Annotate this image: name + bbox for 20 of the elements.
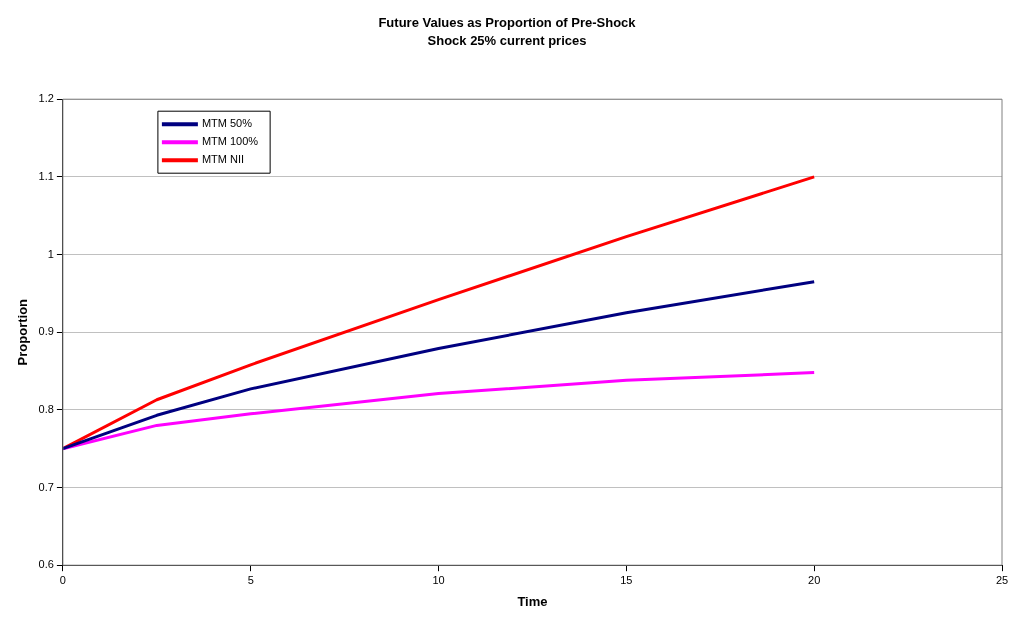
- y-tick-label: 0.8: [38, 402, 54, 415]
- x-tick-label: 15: [620, 573, 633, 586]
- legend-label: MTM 50%: [201, 117, 253, 130]
- y-tick-label: 1.1: [38, 169, 54, 182]
- y-tick-label: 0.6: [38, 558, 54, 571]
- x-tick-label: 10: [432, 573, 445, 586]
- legend-label: MTM NII: [201, 153, 245, 166]
- x-tick-label: 5: [247, 573, 254, 586]
- chart-title: Future Values as Proportion of Pre-Shock: [378, 15, 637, 31]
- x-axis-title: Time: [517, 593, 548, 609]
- x-tick-label: 0: [59, 573, 66, 586]
- chart-subtitle: Shock 25% current prices: [427, 32, 587, 48]
- x-tick-label: 25: [995, 573, 1009, 586]
- y-axis-title: Proportion: [15, 298, 31, 366]
- y-tick-label: 0.7: [38, 480, 54, 493]
- y-tick-label: 1: [47, 247, 54, 260]
- y-tick-label: 1.2: [38, 92, 54, 105]
- legend-label: MTM 100%: [201, 135, 259, 148]
- x-tick-label: 20: [808, 573, 821, 586]
- y-tick-label: 0.9: [38, 325, 54, 338]
